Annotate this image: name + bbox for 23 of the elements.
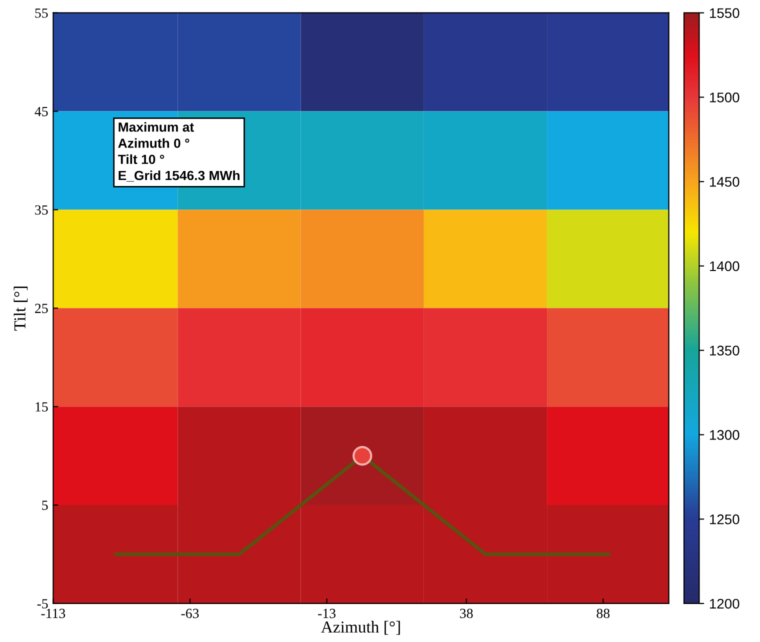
x-tick-label: -113 bbox=[41, 608, 66, 618]
y-tick-label: 15 bbox=[36, 402, 48, 412]
x-tick-label: 88 bbox=[596, 608, 610, 618]
y-tick-label: -5 bbox=[37, 599, 48, 608]
y-axis-title: Tilt [°] bbox=[14, 286, 28, 331]
color-bar-label: 1350 bbox=[710, 346, 740, 356]
color-bar-label: 1200 bbox=[710, 598, 740, 609]
color-bar-label: 1450 bbox=[710, 176, 740, 187]
x-axis-title: Azimuth [°] bbox=[321, 620, 400, 635]
color-bar-label: 1300 bbox=[710, 430, 740, 440]
y-tick-label: 35 bbox=[35, 205, 48, 215]
y-tick-label: 5 bbox=[42, 500, 48, 510]
y-tick-label: 25 bbox=[35, 304, 48, 314]
y-tick-label: 55 bbox=[35, 8, 48, 18]
y-tick-label: 45 bbox=[34, 106, 48, 116]
x-tick-label: 38 bbox=[460, 608, 473, 618]
x-tick-label: -63 bbox=[181, 608, 199, 618]
color-bar-label: 1550 bbox=[710, 8, 740, 18]
color-bar-label: 1500 bbox=[710, 92, 740, 102]
x-tick-label: -13 bbox=[318, 608, 336, 618]
color-bar-label: 1250 bbox=[710, 514, 740, 524]
annotation: Maximum at Azimuth 0 ° Tilt 10 ° E_Grid 1546.3 MWh bbox=[118, 122, 240, 182]
color-bar-label: 1400 bbox=[710, 261, 740, 272]
